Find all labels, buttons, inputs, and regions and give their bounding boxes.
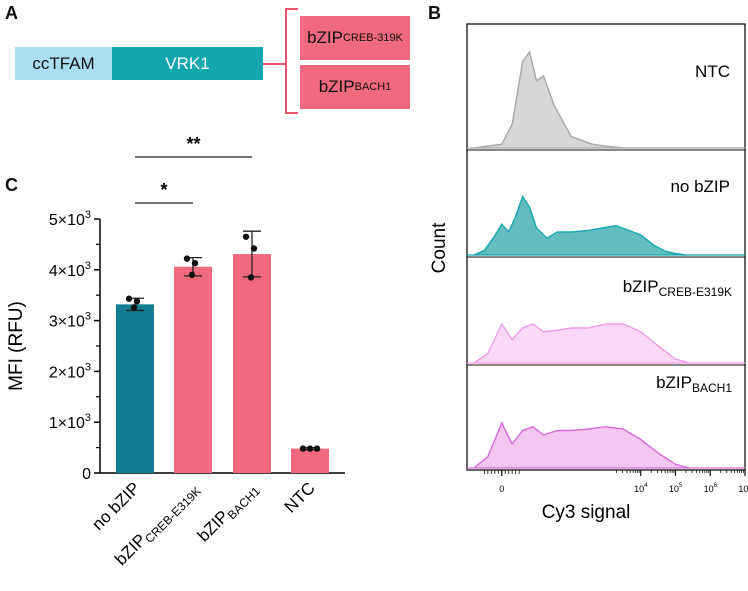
y-tick-label-base: 1×10: [49, 415, 85, 432]
construct-option-bach1-sub: BACH1: [354, 81, 392, 93]
data-point: [299, 445, 307, 452]
y-tick-label-exp: 3: [85, 260, 91, 272]
y-tick-label-exp: 3: [85, 209, 91, 221]
series-label-sub: CREB-E319K: [659, 285, 732, 299]
construct-bracket: [263, 8, 298, 114]
series-label: bZIPCREB-E319K: [623, 277, 732, 299]
y-tick-label-exp: 3: [85, 361, 91, 373]
y-tick-label-base: 3×10: [49, 314, 85, 331]
bar: [291, 448, 329, 473]
x-tick-label: 107: [738, 483, 748, 494]
y-tick-label: 3×103: [49, 311, 91, 331]
x-tick-label-main: no bZIP: [88, 478, 144, 534]
histogram-area: [473, 324, 690, 363]
data-point: [125, 295, 133, 302]
x-tick-label-base: 10: [634, 484, 644, 494]
significance-label: *: [160, 180, 167, 200]
construct-option-creb-main: bZIP: [307, 28, 343, 47]
series-label: bZIPBACH1: [656, 373, 732, 395]
y-tick-label: 4×103: [49, 260, 91, 280]
y-tick-label: 2×103: [49, 361, 91, 381]
panel-label-a: A: [5, 3, 18, 23]
series-label-main: NTC: [695, 62, 730, 81]
x-tick-label-exp: 6: [714, 483, 718, 489]
y-tick-label-base: 2×10: [49, 364, 85, 381]
y-tick-label: 1×103: [49, 412, 91, 432]
panel-label-b: B: [428, 3, 441, 23]
data-point: [183, 255, 191, 262]
data-point: [133, 298, 141, 305]
x-tick-label-exp: 5: [679, 483, 683, 489]
construct-segment-vrk1-label: VRK1: [165, 53, 210, 73]
significance-label: **: [186, 134, 200, 154]
x-tick-label: 0: [499, 484, 504, 494]
panel-label-c: C: [5, 175, 18, 195]
x-tick-label-sub: CREB-E319K: [142, 484, 204, 546]
histogram-line: [473, 322, 690, 364]
histogram-area: [473, 423, 690, 468]
bar: [174, 266, 212, 473]
histogram-line: [473, 421, 690, 469]
y-tick-label-base: 5×10: [49, 212, 85, 229]
x-tick-label: 105: [669, 483, 683, 494]
y-tick-label-base: 0: [82, 466, 91, 483]
x-tick-label: 106: [704, 483, 718, 494]
construct-segment-vrk1: VRK1: [112, 47, 263, 80]
data-point: [313, 445, 321, 452]
x-tick-label-exp: 4: [644, 483, 648, 489]
bar: [116, 304, 154, 473]
series-label: no bZIP: [670, 177, 730, 196]
x-axis-label: Cy3 signal: [542, 502, 631, 523]
data-point: [191, 259, 199, 267]
x-tick-label: no bZIP: [88, 478, 144, 534]
series-label: NTC: [695, 62, 730, 81]
x-tick-label-base: 10: [738, 484, 748, 494]
y-axis-label: MFI (RFU): [6, 301, 27, 391]
histogram-line: [473, 194, 686, 256]
construct-segment-cctfam: ccTFAM: [15, 47, 112, 80]
histogram-line: [473, 50, 624, 149]
y-tick-label: 5×103: [49, 209, 91, 229]
series-label-sub: BACH1: [692, 381, 732, 395]
data-point: [306, 445, 314, 452]
y-tick-label-exp: 3: [85, 311, 91, 323]
y-tick-label-exp: 3: [85, 412, 91, 424]
series-label-main: bZIP: [656, 373, 692, 392]
construct-option-creb-sub: CREB-319K: [342, 32, 403, 44]
data-point: [250, 245, 258, 252]
construct-option-creb: bZIP CREB-319K: [300, 16, 410, 60]
data-point: [247, 274, 255, 281]
x-tick-label-sub: BACH1: [225, 484, 263, 522]
series-label-main: no bZIP: [670, 177, 730, 196]
data-point: [188, 271, 196, 279]
data-point: [242, 233, 250, 240]
construct-option-bach1-main: bZIP: [318, 77, 355, 96]
y-tick-label: 0: [82, 466, 91, 483]
data-point: [130, 304, 138, 311]
histogram-area: [473, 196, 686, 255]
construct-segment-cctfam-label: ccTFAM: [32, 53, 95, 73]
x-tick-label-base: 10: [704, 484, 714, 494]
x-tick-label: bZIPBACH1: [194, 478, 263, 547]
y-axis-label: Count: [429, 222, 450, 273]
y-tick-label-base: 4×10: [49, 263, 85, 280]
series-label-main: bZIP: [623, 277, 659, 296]
x-tick-label: NTC: [281, 478, 319, 516]
histogram-area: [473, 52, 624, 148]
bar: [233, 254, 271, 473]
plot-frame: [466, 23, 746, 471]
x-tick-label-base: 10: [669, 484, 679, 494]
x-tick-label: 104: [634, 483, 648, 494]
x-tick-label-main: NTC: [281, 478, 319, 516]
x-tick-label-base: 0: [499, 484, 504, 494]
construct-option-bach1: bZIP BACH1: [300, 65, 410, 109]
